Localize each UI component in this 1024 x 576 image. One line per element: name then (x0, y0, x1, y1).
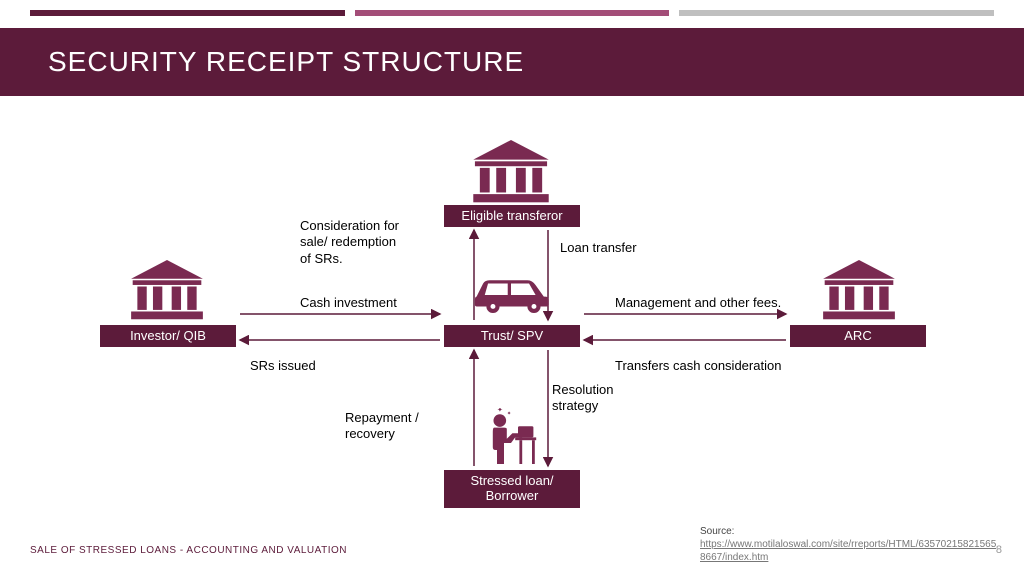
edge-label-5: Transfers cash consideration (615, 358, 781, 374)
bar-1 (30, 10, 345, 16)
node-transferor: Eligible transferor (444, 205, 580, 227)
borrower-worker-icon: ✦ ✦ (476, 408, 546, 468)
accent-bars (0, 10, 1024, 16)
edge-label-1: Loan transfer (560, 240, 637, 256)
edge-label-0: Consideration forsale/ redemptionof SRs. (300, 218, 399, 267)
svg-text:✦: ✦ (497, 408, 503, 414)
investor-bank-icon (128, 260, 206, 321)
source-link[interactable]: https://www.motilaloswal.com/site/rrepor… (700, 539, 996, 563)
edge-label-6: Repayment /recovery (345, 410, 419, 443)
bar-2 (355, 10, 670, 16)
node-arc: ARC (790, 325, 926, 347)
svg-text:✦: ✦ (507, 410, 512, 417)
node-borrower: Stressed loan/Borrower (444, 470, 580, 508)
footer-source: Source: https://www.motilaloswal.com/sit… (700, 525, 1000, 564)
arc-bank-icon (820, 260, 898, 321)
trust-car-icon (470, 272, 552, 313)
node-trust: Trust/ SPV (444, 325, 580, 347)
footer-left: SALE OF STRESSED LOANS - ACCOUNTING AND … (30, 545, 347, 556)
slide-title: SECURITY RECEIPT STRUCTURE (48, 46, 524, 78)
node-investor: Investor/ QIB (100, 325, 236, 347)
edge-label-2: Cash investment (300, 295, 397, 311)
diagram: Eligible transferor Trust/ SPV Investor/… (0, 110, 1024, 510)
edge-label-3: SRs issued (250, 358, 316, 374)
edge-label-7: Resolutionstrategy (552, 382, 613, 415)
source-prefix: Source: (700, 526, 734, 537)
bar-3 (679, 10, 994, 16)
page-number: 8 (996, 544, 1002, 556)
transferor-bank-icon (470, 140, 552, 204)
title-band: SECURITY RECEIPT STRUCTURE (0, 28, 1024, 96)
edge-label-4: Management and other fees. (615, 295, 781, 311)
